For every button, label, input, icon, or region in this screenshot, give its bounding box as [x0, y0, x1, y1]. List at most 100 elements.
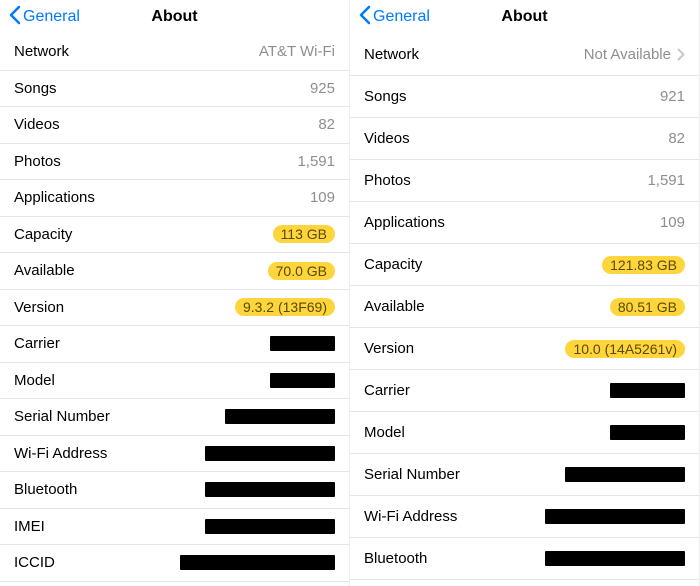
row-value-text: 109	[660, 214, 685, 231]
settings-row[interactable]: Network Not Available	[350, 34, 699, 76]
chevron-right-icon	[677, 48, 685, 61]
row-value	[610, 383, 685, 398]
row-value-text: 82	[668, 130, 685, 147]
row-value-text: AT&T Wi-Fi	[259, 43, 335, 60]
row-label: Videos	[14, 116, 60, 133]
settings-row: Songs 925	[0, 71, 349, 108]
row-value-text: 1,591	[647, 172, 685, 189]
row-value: 9.3.2 (13F69)	[235, 298, 335, 316]
settings-row: Bluetooth	[350, 538, 699, 580]
settings-list[interactable]: Network AT&T Wi-Fi Songs 925 Videos 82 Photos 1…	[0, 34, 349, 586]
row-label: Photos	[364, 172, 411, 189]
about-panel-left: General About Network AT&T Wi-Fi Songs 925 V…	[0, 0, 350, 586]
row-value	[205, 519, 335, 534]
row-label: Serial Number	[14, 408, 110, 425]
settings-row: Videos 82	[350, 118, 699, 160]
row-value: 1,591	[297, 153, 335, 170]
row-value: 10.0 (14A5261v)	[565, 340, 685, 358]
settings-row: Carrier	[0, 326, 349, 363]
settings-row: Photos 1,591	[0, 144, 349, 181]
row-label: Version	[364, 340, 414, 357]
redacted-value	[545, 509, 685, 524]
highlight-badge: 121.83 GB	[602, 256, 685, 274]
highlight-badge: 10.0 (14A5261v)	[565, 340, 685, 358]
row-value-text: 1,591	[297, 153, 335, 170]
row-label: Available	[364, 298, 425, 315]
settings-row: Applications 109	[350, 202, 699, 244]
row-value	[205, 482, 335, 497]
about-panel-right: General About Network Not Available Songs9…	[350, 0, 700, 586]
row-label: Applications	[364, 214, 445, 231]
row-value: AT&T Wi-Fi	[259, 43, 335, 60]
row-value	[180, 555, 335, 570]
highlight-badge: 70.0 GB	[268, 262, 335, 280]
row-value: 82	[318, 116, 335, 133]
nav-bar: General About	[0, 0, 349, 34]
row-value	[270, 373, 335, 388]
row-label: Network	[14, 43, 69, 60]
row-label: Model	[14, 372, 55, 389]
row-label: Model	[364, 424, 405, 441]
settings-row: Videos 82	[0, 107, 349, 144]
redacted-value	[225, 409, 335, 424]
row-value: 70.0 GB	[268, 262, 335, 280]
nav-bar: General About	[350, 0, 699, 34]
chevron-left-icon	[358, 5, 371, 30]
row-label: Photos	[14, 153, 61, 170]
redacted-value	[545, 551, 685, 566]
settings-row: Available 70.0 GB	[0, 253, 349, 290]
row-value-text: 109	[310, 189, 335, 206]
redacted-value	[205, 446, 335, 461]
settings-list[interactable]: Network Not Available Songs921 Videos 82 Phot…	[350, 34, 699, 586]
settings-row: Model	[0, 363, 349, 400]
settings-row: Wi-Fi Address	[350, 496, 699, 538]
settings-row: Capacity 113 GB	[0, 217, 349, 254]
row-label: Songs	[14, 80, 57, 97]
settings-row: Network AT&T Wi-Fi	[0, 34, 349, 71]
row-label: Available	[14, 262, 75, 279]
settings-row: Version 9.3.2 (13F69)	[0, 290, 349, 327]
settings-row: Serial Number	[350, 454, 699, 496]
settings-row: IMEI	[0, 509, 349, 546]
row-label: Videos	[364, 130, 410, 147]
back-label: General	[373, 8, 430, 26]
settings-row: Photos 1,591	[350, 160, 699, 202]
row-label: Capacity	[364, 256, 422, 273]
row-label: Wi-Fi Address	[364, 508, 457, 525]
row-label: Capacity	[14, 226, 72, 243]
row-label: Version	[14, 299, 64, 316]
row-value: 82	[668, 130, 685, 147]
row-value	[545, 509, 685, 524]
row-value-text: 82	[318, 116, 335, 133]
row-label: Network	[364, 46, 419, 63]
redacted-value	[565, 467, 685, 482]
back-button[interactable]: General	[8, 5, 80, 30]
chevron-left-icon	[8, 5, 21, 30]
row-label: Carrier	[14, 335, 60, 352]
settings-row: Carrier	[350, 370, 699, 412]
redacted-value	[180, 555, 335, 570]
redacted-value	[205, 519, 335, 534]
row-label: Serial Number	[364, 466, 460, 483]
row-value	[565, 467, 685, 482]
redacted-value	[270, 336, 335, 351]
redacted-value	[610, 425, 685, 440]
back-button[interactable]: General	[358, 5, 430, 30]
row-value	[270, 336, 335, 351]
row-value: 121.83 GB	[602, 256, 685, 274]
settings-row: ICCID	[0, 545, 349, 582]
settings-row: Serial Number	[0, 399, 349, 436]
settings-row: Capacity 121.83 GB	[350, 244, 699, 286]
redacted-value	[205, 482, 335, 497]
highlight-badge: 113 GB	[273, 225, 335, 243]
row-value: 109	[310, 189, 335, 206]
highlight-badge: 80.51 GB	[610, 298, 685, 316]
back-label: General	[23, 8, 80, 26]
row-value-text: 925	[310, 80, 335, 97]
settings-row: Songs921	[350, 76, 699, 118]
row-value	[225, 409, 335, 424]
row-label: ICCID	[14, 554, 55, 571]
settings-row: Available 80.51 GB	[350, 286, 699, 328]
row-value-text: Not Available	[584, 46, 671, 63]
highlight-badge: 9.3.2 (13F69)	[235, 298, 335, 316]
